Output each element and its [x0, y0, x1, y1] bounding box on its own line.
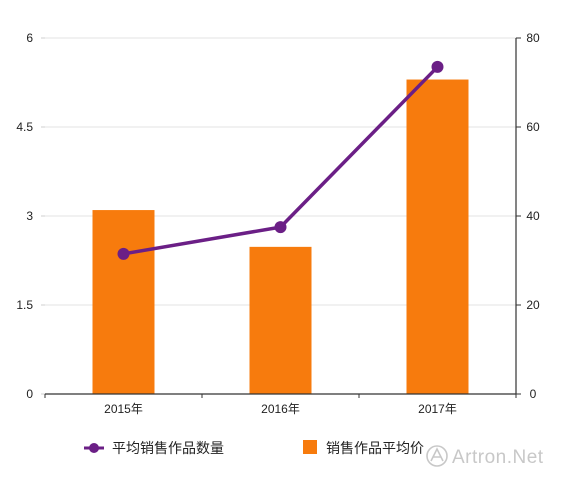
legend-line-marker: [89, 443, 99, 453]
line-point: [117, 247, 130, 260]
legend-label: 平均销售作品数量: [112, 440, 224, 456]
x-tick-label: 2017年: [418, 402, 457, 416]
artron-logo-icon: [426, 445, 448, 467]
left-tick-label: 3: [26, 209, 33, 223]
bar: [406, 79, 469, 395]
right-tick-label: 80: [526, 31, 540, 45]
right-tick-label: 40: [526, 209, 540, 223]
watermark: Artron.Net: [426, 445, 544, 468]
line-series: [117, 60, 444, 260]
axes: [41, 37, 521, 398]
bar-series: [92, 79, 469, 395]
line-point: [431, 60, 444, 73]
right-tick-label: 60: [526, 120, 540, 134]
legend: 平均销售作品数量 销售作品平均价: [84, 440, 424, 456]
left-tick-label: 0: [26, 387, 33, 401]
x-tick-label: 2016年: [261, 402, 300, 416]
legend-bar-swatch: [303, 440, 317, 454]
left-tick-label: 1.5: [16, 298, 33, 312]
x-tick-label: 2015年: [104, 402, 143, 416]
bar: [92, 210, 155, 394]
bar: [249, 246, 312, 394]
right-tick-label: 0: [530, 387, 537, 401]
line-point: [274, 221, 287, 234]
right-tick-label: 20: [526, 298, 540, 312]
left-tick-label: 6: [26, 31, 33, 45]
legend-label: 销售作品平均价: [326, 440, 424, 456]
left-tick-label: 4.5: [16, 120, 33, 134]
watermark-text: Artron.Net: [452, 447, 544, 468]
